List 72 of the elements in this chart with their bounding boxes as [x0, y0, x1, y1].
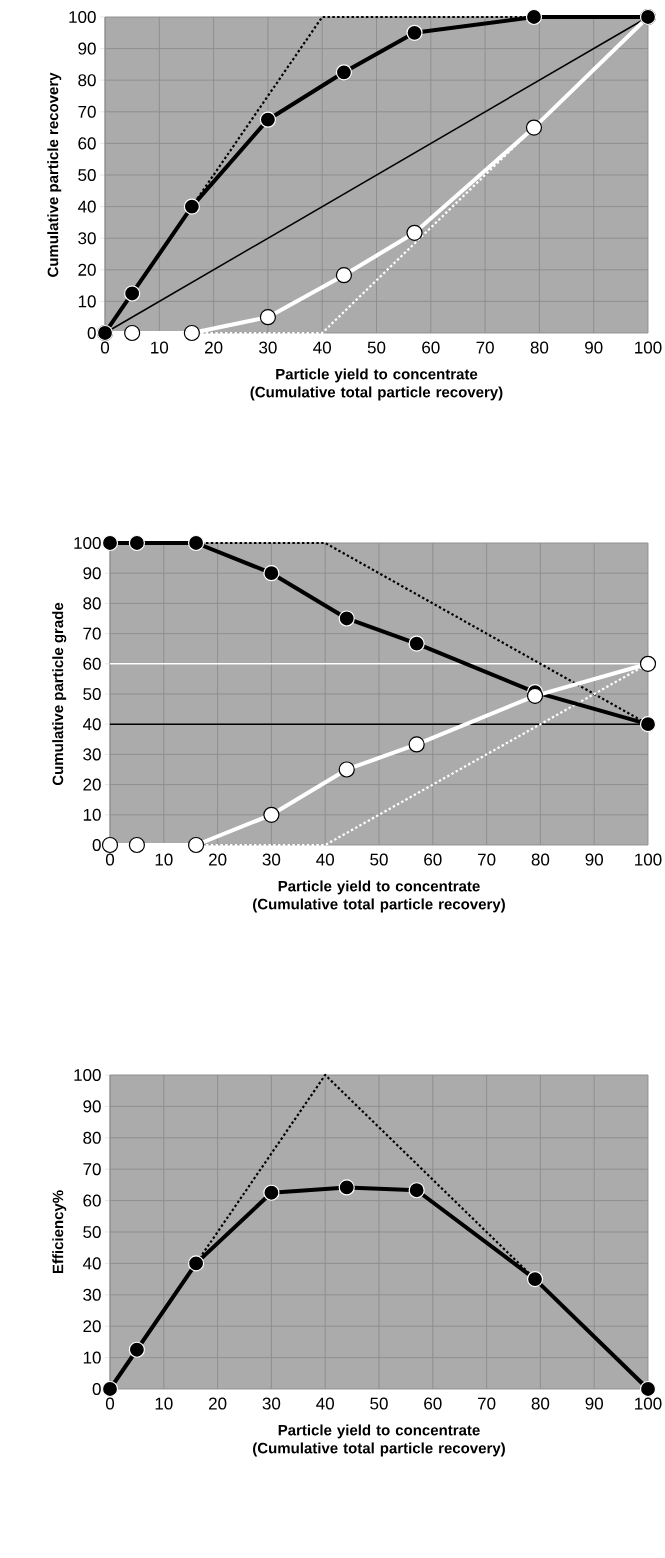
- x-tick-label: 0: [105, 853, 115, 866]
- x-tick-label: 0: [105, 1397, 115, 1410]
- x-tick-label: 20: [209, 1397, 227, 1410]
- y-tick-label: 90: [83, 567, 101, 580]
- y-tick-label: 90: [78, 42, 96, 55]
- y-axis-title: Cumulative particle grade: [52, 602, 67, 786]
- x-tick-label: 90: [585, 341, 603, 354]
- x-tick-label: 50: [370, 853, 388, 866]
- y-tick-label: 40: [82, 1257, 101, 1270]
- x-tick-label: 90: [585, 1397, 603, 1410]
- x-tick-label: 30: [259, 341, 277, 354]
- x-tick-label: 80: [531, 853, 550, 866]
- y-tick-label: 100: [74, 536, 101, 550]
- y-tick-label: 60: [78, 137, 96, 150]
- y-tick-label: 80: [78, 74, 96, 87]
- y-tick-label: 60: [83, 657, 101, 670]
- y-tick-label: 70: [78, 105, 96, 118]
- x-tick-label: 20: [205, 341, 223, 354]
- x-tick-label: 90: [585, 853, 603, 866]
- y-tick-label: 60: [83, 1194, 101, 1207]
- x-tick-label: 30: [262, 853, 281, 866]
- y-tick-label: 100: [74, 1068, 101, 1082]
- y-axis-title: Efficiency%: [52, 1190, 67, 1274]
- x-tick-label: 40: [316, 1397, 334, 1410]
- x-tick-label: 60: [424, 853, 442, 866]
- x-tick-label: 50: [367, 341, 386, 354]
- y-axis-title: Cumulative particle recovery: [47, 72, 62, 277]
- y-tick-label: 90: [83, 1100, 101, 1113]
- x-tick-label: 80: [530, 341, 549, 354]
- x-tick-label: 70: [476, 341, 494, 354]
- x-tick-label: 70: [478, 1397, 496, 1410]
- x-tick-label: 40: [316, 853, 334, 866]
- x-tick-label: 100: [635, 853, 662, 866]
- y-tick-label: 10: [78, 295, 96, 308]
- y-tick-label: 20: [83, 1320, 101, 1333]
- x-axis-title: Particle yield to concentrate (Cumulative total particle recovery): [250, 368, 503, 401]
- x-tick-label: 40: [313, 341, 331, 354]
- y-tick-label: 80: [83, 1131, 101, 1144]
- x-tick-label: 80: [531, 1397, 550, 1410]
- y-tick-label: 10: [83, 808, 101, 821]
- x-tick-label: 30: [262, 1397, 281, 1410]
- y-tick-label: 20: [83, 778, 101, 791]
- x-tick-label: 100: [635, 1397, 662, 1410]
- y-tick-label: 40: [77, 200, 96, 213]
- y-tick-label: 40: [82, 718, 101, 731]
- y-tick-label: 0: [87, 326, 96, 340]
- x-tick-label: 10: [155, 853, 173, 866]
- y-tick-label: 0: [92, 838, 101, 852]
- x-axis-title: Particle yield to concentrate (Cumulative total particle recovery): [253, 1424, 505, 1457]
- y-tick-label: 30: [83, 748, 101, 761]
- y-tick-label: 100: [69, 10, 96, 24]
- y-tick-label: 50: [78, 168, 96, 182]
- y-tick-label: 80: [83, 597, 101, 610]
- x-tick-label: 60: [422, 341, 440, 354]
- x-tick-label: 10: [155, 1397, 173, 1410]
- x-tick-label: 20: [209, 853, 227, 866]
- x-tick-label: 50: [370, 1397, 388, 1410]
- y-tick-label: 70: [83, 1163, 101, 1176]
- x-axis-title: Particle yield to concentrate (Cumulative total particle recovery): [253, 880, 505, 913]
- y-tick-label: 10: [83, 1351, 101, 1364]
- x-tick-label: 0: [100, 341, 110, 354]
- y-tick-label: 50: [83, 687, 101, 701]
- x-tick-label: 70: [478, 853, 496, 866]
- y-tick-label: 0: [92, 1382, 101, 1396]
- y-tick-label: 30: [83, 1288, 101, 1301]
- y-tick-label: 30: [78, 232, 96, 245]
- y-tick-label: 20: [78, 263, 96, 276]
- y-tick-label: 50: [83, 1225, 101, 1239]
- x-tick-label: 60: [424, 1397, 442, 1410]
- x-tick-label: 100: [635, 341, 662, 354]
- x-tick-label: 10: [151, 341, 169, 354]
- y-tick-label: 70: [83, 627, 101, 640]
